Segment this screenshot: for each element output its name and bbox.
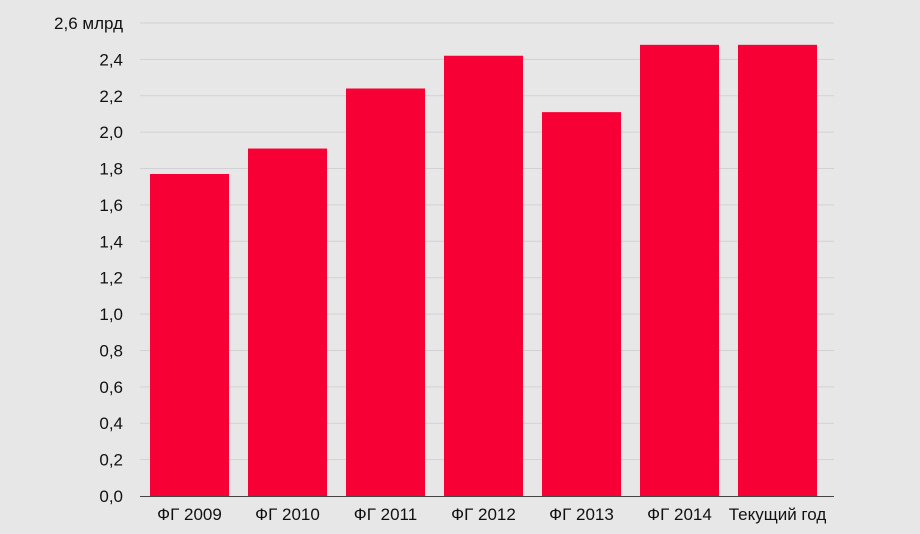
bars-group xyxy=(150,44,817,497)
x-tick-label: ФГ 2009 xyxy=(157,505,222,524)
y-tick-label: 1,6 xyxy=(99,196,123,215)
y-tick-label: 2,4 xyxy=(99,50,123,69)
y-tick-label: 1,4 xyxy=(99,232,123,251)
y-tick-label: 2,6 млрд xyxy=(54,14,123,33)
bar xyxy=(640,44,719,496)
x-tick-label: ФГ 2012 xyxy=(451,505,516,524)
y-tick-label: 2,0 xyxy=(99,123,123,142)
y-tick-label: 1,8 xyxy=(99,160,123,179)
bar xyxy=(248,148,327,496)
y-tick-labels: 0,0 0,2 0,4 0,6 0,8 1,0 1,2 1,4 1,6 1,8 2,0 2,2 2,4 2… xyxy=(54,14,123,506)
y-tick-label: 0,0 xyxy=(99,487,123,506)
y-tick-label: 1,0 xyxy=(99,305,123,324)
x-tick-labels: ФГ 2009 ФГ 2010 ФГ 2011 ФГ 2012 ФГ 2013 ФГ 20… xyxy=(157,505,826,524)
y-tick-label: 2,2 xyxy=(99,87,123,106)
x-tick-label: Текущий год xyxy=(729,505,827,524)
x-tick-label: ФГ 2013 xyxy=(549,505,614,524)
bar xyxy=(150,173,229,496)
x-tick-label: ФГ 2014 xyxy=(647,505,712,524)
y-tick-label: 0,8 xyxy=(99,341,123,360)
bar xyxy=(542,112,621,497)
y-tick-label: 0,2 xyxy=(99,451,123,470)
bar xyxy=(444,55,523,496)
bar xyxy=(738,44,817,496)
x-tick-label: ФГ 2011 xyxy=(354,505,417,524)
y-tick-label: 0,6 xyxy=(99,378,123,397)
y-tick-label: 0,4 xyxy=(99,414,123,433)
y-tick-label: 1,2 xyxy=(99,269,123,288)
x-tick-label: ФГ 2010 xyxy=(255,505,320,524)
bar xyxy=(346,88,425,496)
